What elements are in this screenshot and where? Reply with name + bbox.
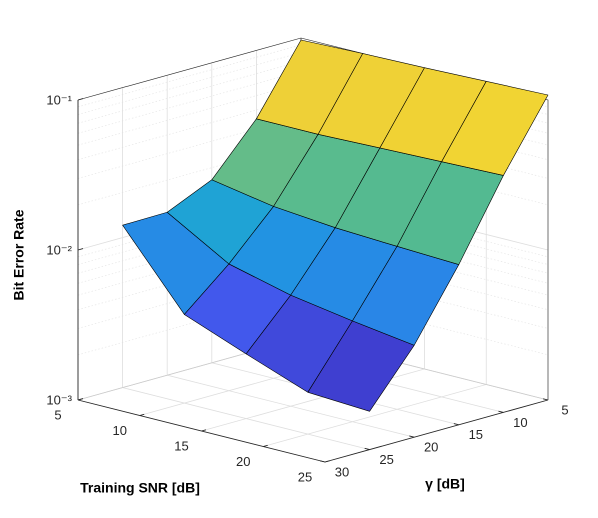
x-tick-label: 5	[54, 407, 61, 422]
z-axis-label: Bit Error Rate	[11, 209, 27, 300]
x-tick	[139, 413, 145, 416]
x-axis-label: Training SNR [dB]	[80, 480, 200, 496]
y-tick	[542, 398, 549, 401]
x-tick-label: 20	[236, 454, 250, 469]
y-tick	[409, 435, 415, 438]
z-tick	[77, 98, 84, 101]
y-tick	[364, 447, 370, 451]
z-tick-label: 10⁻³	[46, 392, 72, 407]
y-tick-label: 25	[379, 452, 393, 467]
y-tick-label: 30	[335, 464, 349, 479]
x-tick-label: 25	[298, 469, 312, 484]
surface	[122, 39, 549, 412]
y-tick-label: 10	[513, 415, 527, 430]
y-tick-label: 15	[469, 427, 483, 442]
z-tick	[77, 248, 84, 251]
y-tick	[453, 423, 459, 426]
x-tick	[263, 444, 268, 447]
y-tick-label: 5	[561, 402, 568, 417]
z-tick-label: 10⁻¹	[46, 92, 72, 107]
z-tick-label: 10⁻²	[46, 242, 72, 257]
y-tick	[319, 460, 326, 463]
surface-face	[441, 81, 549, 176]
x-tick	[324, 460, 330, 463]
x-tick	[201, 429, 207, 432]
y-axis-line	[324, 399, 549, 463]
labels: 5 10 15 20 25 5 10 15 20 25 30 10⁻³ 10⁻² 10⁻¹	[46, 92, 568, 484]
y-tick-label: 20	[424, 440, 438, 455]
y-tick	[498, 410, 504, 413]
x-tick-label: 15	[174, 438, 188, 453]
z-tick	[77, 398, 84, 401]
x-tick-label: 10	[113, 423, 127, 438]
y-axis-label: γ [dB]	[425, 476, 465, 492]
